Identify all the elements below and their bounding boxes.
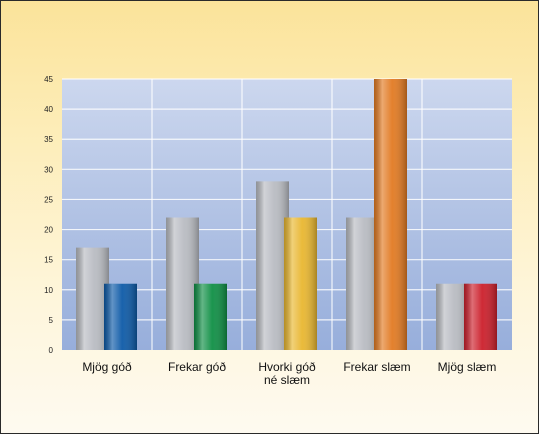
- y-tick-label: 0: [49, 346, 54, 355]
- bar-grey: [256, 181, 289, 350]
- x-category-label: Mjög góð: [82, 360, 132, 374]
- y-tick-label: 10: [44, 286, 53, 295]
- bar-colored: [194, 283, 227, 350]
- bars: [76, 79, 497, 350]
- bar-grey: [166, 217, 199, 350]
- y-tick-label: 15: [44, 256, 53, 265]
- bar-colored: [464, 283, 497, 350]
- x-category-label: Frekar slæm: [343, 360, 410, 374]
- x-category-label: Frekar góð: [168, 360, 226, 374]
- y-tick-label: 30: [44, 165, 53, 174]
- x-category-label: Mjög slæm: [438, 360, 497, 374]
- bar-colored: [374, 79, 407, 350]
- bar-colored: [284, 217, 317, 350]
- bar-grey: [346, 217, 379, 350]
- y-tick-label: 5: [49, 316, 54, 325]
- x-category-label: Hvorki góð né slæm: [258, 360, 316, 387]
- bar-grey: [436, 283, 469, 350]
- bar-grey: [76, 247, 109, 350]
- y-tick-label: 35: [44, 135, 53, 144]
- y-tick-label: 45: [44, 75, 53, 84]
- x-axis: Mjög góð Frekar góð Hvorki góð né slæm Freka…: [82, 360, 496, 387]
- bar-colored: [104, 283, 137, 350]
- y-tick-label: 40: [44, 105, 53, 114]
- y-tick-label: 25: [44, 195, 53, 204]
- y-axis: 0 5 10 15 20 25 30 35 40 45: [44, 75, 53, 355]
- y-tick-label: 20: [44, 226, 53, 235]
